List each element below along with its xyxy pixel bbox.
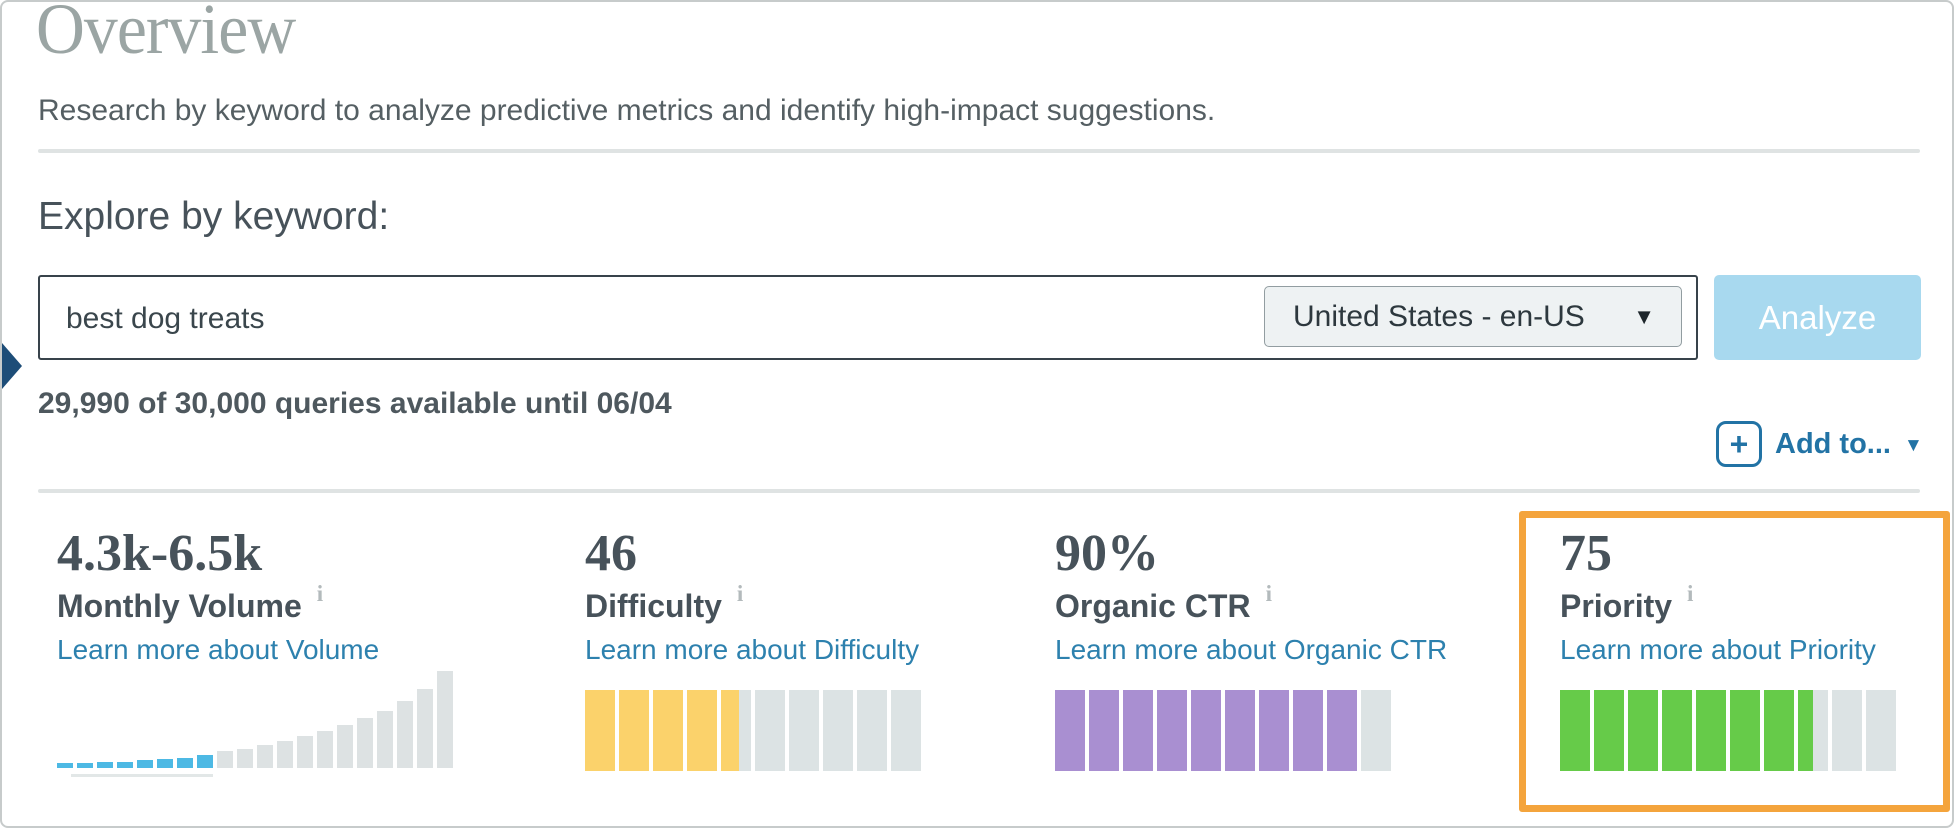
metric-value: 4.3k-6.5k (57, 525, 263, 582)
segment (1327, 690, 1357, 772)
segment (1123, 690, 1153, 772)
learn-more-volume-link[interactable]: Learn more about Volume (57, 634, 380, 666)
metric-card-priority: 75 Priority i Learn more about Priority (1560, 525, 1952, 772)
segment (1361, 690, 1391, 772)
segment (1662, 690, 1692, 772)
volume-range-underline (71, 774, 213, 778)
volume-bar (297, 736, 313, 769)
chevron-down-icon: ▼ (1903, 435, 1923, 456)
query-quota-text: 29,990 of 30,000 queries available until… (38, 387, 672, 420)
segment (857, 690, 887, 772)
segment (585, 690, 615, 772)
metric-label: Organic CTR (1055, 588, 1251, 625)
volume-bar (357, 718, 373, 769)
volume-bar (157, 759, 173, 769)
segment (1225, 690, 1255, 772)
add-to-label: Add to... (1775, 427, 1891, 460)
volume-bar (257, 745, 273, 769)
segment (789, 690, 819, 772)
volume-bar (377, 711, 393, 769)
learn-more-organic-ctr-link[interactable]: Learn more about Organic CTR (1055, 634, 1448, 666)
segment (823, 690, 853, 772)
volume-bar (217, 751, 233, 769)
segment (1628, 690, 1658, 772)
analyze-button[interactable]: Analyze (1714, 275, 1921, 360)
segment (1055, 690, 1085, 772)
priority-segment-bar (1560, 690, 1952, 772)
info-icon[interactable]: i (316, 581, 324, 607)
priority-highlight-box (1519, 511, 1950, 812)
segment (1089, 690, 1119, 772)
volume-bar (117, 762, 133, 769)
metric-value: 75 (1560, 525, 1612, 582)
learn-more-priority-link[interactable]: Learn more about Priority (1560, 634, 1876, 666)
segment (687, 690, 717, 772)
learn-more-difficulty-link[interactable]: Learn more about Difficulty (585, 634, 920, 666)
volume-bar (317, 731, 333, 769)
segment (1560, 690, 1590, 772)
metric-label: Difficulty (585, 588, 722, 625)
segment (1696, 690, 1726, 772)
pointer-marker-icon (2, 343, 22, 389)
difficulty-segment-bar (585, 690, 1055, 772)
keyword-search-box: United States - en-US ▼ (38, 275, 1698, 360)
plus-icon: + (1716, 421, 1762, 467)
info-icon[interactable]: i (1687, 581, 1694, 607)
segment (1730, 690, 1760, 772)
segment (619, 690, 649, 772)
metric-label: Monthly Volume (57, 588, 302, 625)
info-icon[interactable]: i (736, 581, 744, 607)
volume-bar (397, 701, 413, 769)
metric-card-monthly-volume: 4.3k-6.5k Monthly Volume i Learn more ab… (57, 525, 527, 782)
volume-bar (417, 689, 433, 769)
info-icon[interactable]: i (1265, 581, 1272, 607)
volume-bar (277, 741, 293, 769)
volume-bar (97, 762, 113, 769)
volume-bar (237, 749, 253, 769)
volume-bar (437, 671, 453, 769)
volume-bar (137, 760, 153, 769)
volume-bar (177, 758, 193, 769)
metrics-divider (38, 489, 1920, 493)
header-divider (38, 149, 1920, 153)
segment (755, 690, 785, 772)
segment (1594, 690, 1624, 772)
metric-card-organic-ctr: 90% Organic CTR i Learn more about Organ… (1055, 525, 1525, 772)
segment (1832, 690, 1862, 772)
metric-value: 90% (1055, 525, 1159, 582)
chevron-down-icon: ▼ (1633, 303, 1655, 329)
segment (721, 690, 751, 772)
locale-selected-value: United States - en-US (1293, 299, 1585, 333)
keyword-input[interactable] (64, 279, 1218, 358)
segment (1191, 690, 1221, 772)
volume-bar (57, 763, 73, 769)
volume-bars (57, 668, 453, 769)
page-title: Overview (36, 0, 296, 69)
locale-select[interactable]: United States - en-US ▼ (1264, 286, 1682, 347)
segment (1293, 690, 1323, 772)
segment (653, 690, 683, 772)
page-subtitle: Research by keyword to analyze predictiv… (38, 94, 1216, 127)
volume-bar (337, 725, 353, 769)
metric-label: Priority (1560, 588, 1673, 625)
segment (1764, 690, 1794, 772)
segment (1798, 690, 1828, 772)
segment (1157, 690, 1187, 772)
volume-bar (197, 755, 213, 769)
volume-histogram (57, 666, 461, 782)
explore-by-keyword-heading: Explore by keyword: (38, 195, 390, 238)
segment (1866, 690, 1896, 772)
organic-ctr-segment-bar (1055, 690, 1525, 772)
segment (891, 690, 921, 772)
metric-value: 46 (585, 525, 637, 582)
metric-card-difficulty: 46 Difficulty i Learn more about Difficu… (585, 525, 1055, 772)
volume-bar (77, 763, 93, 769)
add-to-button[interactable]: + Add to... ▼ (1716, 421, 1923, 467)
segment (1259, 690, 1289, 772)
